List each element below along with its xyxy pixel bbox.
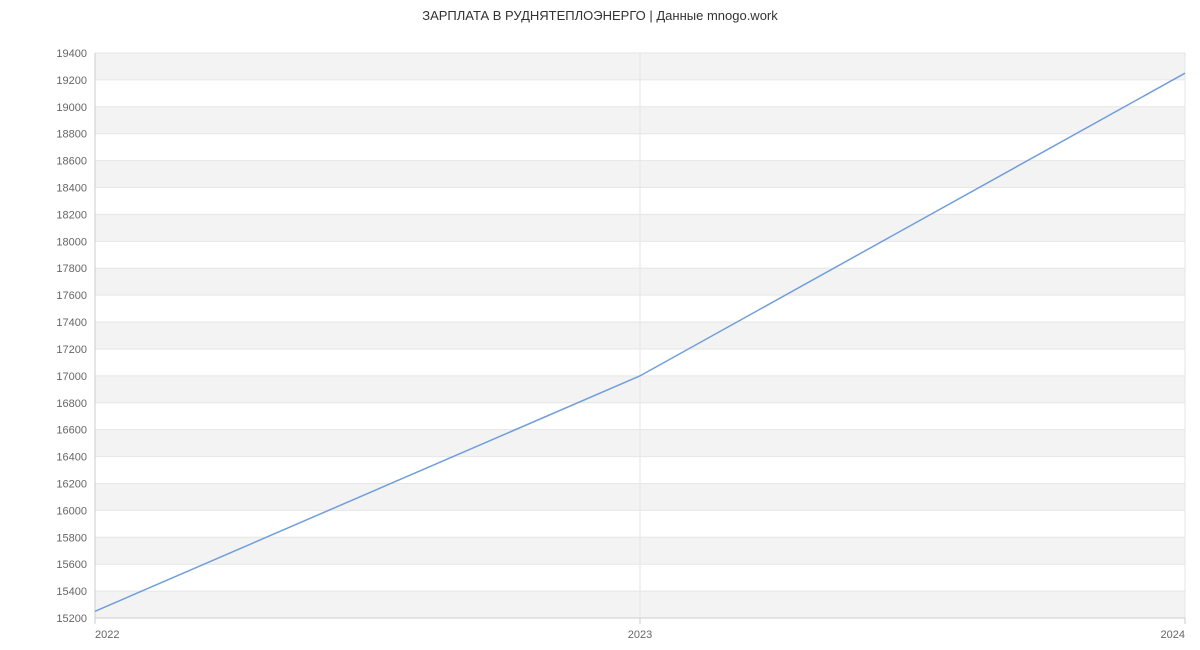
y-tick-label: 17400: [56, 317, 87, 329]
chart-title: ЗАРПЛАТА В РУДНЯТЕПЛОЭНЕРГО | Данные mno…: [0, 0, 1200, 23]
y-tick-label: 18400: [56, 183, 87, 195]
y-tick-label: 17800: [56, 263, 87, 275]
y-tick-label: 16400: [56, 452, 87, 464]
y-tick-label: 17600: [56, 290, 87, 302]
y-tick-label: 18800: [56, 129, 87, 141]
chart-canvas: 15200 15400 15600 15800 16000 16200 16400 16600…: [0, 23, 1200, 643]
x-tick-label: 2024: [1161, 629, 1185, 641]
y-tick-label: 19200: [56, 75, 87, 87]
x-tick-label: 2022: [95, 629, 119, 641]
y-tick-label: 15200: [56, 613, 87, 625]
y-tick-label: 17000: [56, 371, 87, 383]
y-tick-label: 16000: [56, 505, 87, 517]
y-tick-label: 15400: [56, 586, 87, 598]
salary-line-chart: ЗАРПЛАТА В РУДНЯТЕПЛОЭНЕРГО | Данные mno…: [0, 0, 1200, 650]
y-tick-label: 15800: [56, 532, 87, 544]
y-tick-label: 18200: [56, 209, 87, 221]
y-tick-label: 16200: [56, 478, 87, 490]
y-tick-label: 18000: [56, 236, 87, 248]
x-tick-label: 2023: [628, 629, 652, 641]
y-tick-label: 18600: [56, 156, 87, 168]
y-tick-label: 19000: [56, 102, 87, 114]
y-tick-label: 17200: [56, 344, 87, 356]
y-tick-label: 15600: [56, 559, 87, 571]
y-tick-label: 16600: [56, 425, 87, 437]
y-tick-label: 16800: [56, 398, 87, 410]
y-tick-label: 19400: [56, 48, 87, 60]
